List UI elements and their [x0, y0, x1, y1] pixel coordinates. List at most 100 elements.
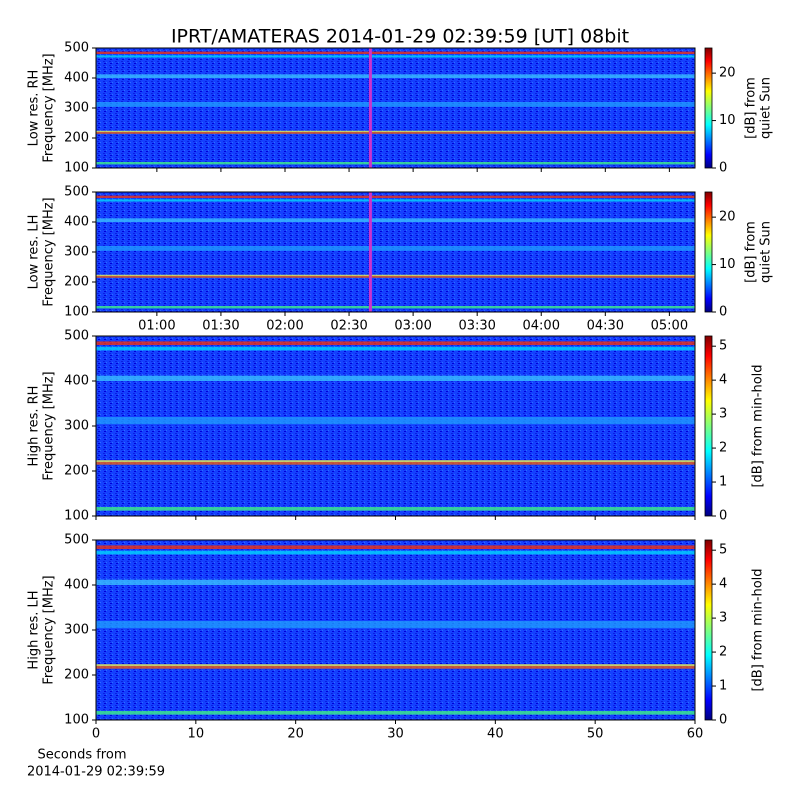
- colorbar-label: quiet Sun: [759, 221, 774, 283]
- colorbar-tick-label: 0: [719, 161, 727, 176]
- chart-title: IPRT/AMATERAS 2014-01-29 02:39:59 [UT] 0…: [171, 26, 629, 48]
- colorbar-tick-label: 2: [719, 645, 727, 660]
- y-tick-label: 400: [64, 578, 89, 593]
- texture-band: [96, 550, 695, 555]
- texture-band: [96, 579, 695, 585]
- y-tick-label: 200: [64, 464, 89, 479]
- colorbar-label: [dB] from min-hold: [751, 364, 766, 487]
- y-axis-label: Low res. LH: [27, 215, 42, 290]
- colorbar: [704, 335, 713, 517]
- texture-band: [96, 274, 695, 276]
- colorbar-label: quiet Sun: [759, 77, 774, 139]
- colorbar-label: [dB] from min-hold: [751, 568, 766, 691]
- texture-band: [96, 132, 695, 134]
- y-tick-label: 500: [64, 41, 89, 56]
- y-tick-label: 300: [64, 245, 89, 260]
- texture-band: [96, 666, 695, 669]
- y-axis-label: High res. RH: [27, 386, 42, 467]
- texture-band: [96, 341, 695, 345]
- spectrogram: [96, 336, 695, 516]
- colorbar-tick-label: 0: [719, 305, 727, 320]
- y-tick-label: 500: [64, 185, 89, 200]
- texture-band: [96, 306, 695, 309]
- texture-band: [96, 246, 695, 251]
- spectrogram: [96, 192, 695, 312]
- texture-band: [96, 130, 695, 132]
- texture-band: [96, 621, 695, 629]
- y-tick-label: 500: [64, 329, 89, 344]
- y-tick-label: 100: [64, 161, 89, 176]
- y-tick-label: 200: [64, 668, 89, 683]
- colorbar-tick-label: 3: [719, 611, 727, 626]
- x-tick-label: 02:30: [330, 319, 367, 334]
- colorbar-tick-label: 2: [719, 441, 727, 456]
- colorbar-label: [dB] from: [744, 77, 759, 139]
- x-tick-label: 04:00: [523, 319, 560, 334]
- x-tick-label: 30: [387, 727, 404, 742]
- y-axis-label: Frequency [MHz]: [42, 371, 57, 480]
- texture-band: [96, 102, 695, 107]
- y-tick-label: 200: [64, 131, 89, 146]
- x-tick-label: 04:30: [587, 319, 624, 334]
- x-tick-label: 50: [587, 727, 604, 742]
- colorbar-tick-label: 4: [719, 577, 727, 592]
- x-tick-label: 02:00: [266, 319, 303, 334]
- texture-band: [96, 460, 695, 462]
- y-axis-label: Low res. RH: [27, 70, 42, 147]
- colorbar-tick-label: 10: [719, 113, 736, 128]
- texture-band: [96, 162, 695, 165]
- colorbar-tick-label: 10: [719, 257, 736, 272]
- spectrogram: [96, 540, 695, 720]
- texture-band: [96, 507, 695, 511]
- x-tick-label: 60: [687, 727, 704, 742]
- texture-band: [96, 545, 695, 549]
- x-tick-label: 20: [287, 727, 304, 742]
- colorbar-tick-label: 20: [719, 66, 736, 81]
- y-tick-label: 100: [64, 509, 89, 524]
- texture-band: [96, 55, 695, 58]
- x-tick-label: 40: [487, 727, 504, 742]
- colorbar-tick-label: 0: [719, 713, 727, 728]
- colorbar: [704, 47, 713, 169]
- colorbar-tick-label: 3: [719, 407, 727, 422]
- colorbar-tick-label: 4: [719, 373, 727, 388]
- texture-band: [96, 51, 695, 54]
- texture-band: [96, 195, 695, 198]
- x-tick-label: 03:00: [394, 319, 431, 334]
- colorbar-tick-label: 5: [719, 339, 727, 354]
- y-tick-label: 400: [64, 215, 89, 230]
- texture-band: [96, 199, 695, 202]
- colorbar-tick-label: 0: [719, 509, 727, 524]
- texture-band: [96, 462, 695, 465]
- x-tick-label: 10: [188, 727, 205, 742]
- y-axis-label: Frequency [MHz]: [42, 53, 57, 162]
- spectrogram: [96, 48, 695, 168]
- texture-band: [96, 375, 695, 381]
- y-tick-label: 500: [64, 533, 89, 548]
- y-tick-label: 100: [64, 713, 89, 728]
- texture-band: [96, 417, 695, 425]
- y-tick-label: 300: [64, 101, 89, 116]
- y-tick-label: 300: [64, 623, 89, 638]
- y-tick-label: 400: [64, 71, 89, 86]
- colorbar-label: [dB] from: [744, 221, 759, 283]
- x-tick-label: 01:00: [138, 319, 175, 334]
- x-tick-label: 05:00: [651, 319, 688, 334]
- y-tick-label: 300: [64, 419, 89, 434]
- texture-band: [96, 664, 695, 666]
- texture-band: [96, 711, 695, 715]
- y-axis-label: Frequency [MHz]: [42, 575, 57, 684]
- colorbar-tick-label: 1: [719, 679, 727, 694]
- colorbar-tick-label: 5: [719, 543, 727, 558]
- texture-band: [96, 74, 695, 78]
- texture-band: [96, 276, 695, 278]
- y-tick-label: 400: [64, 374, 89, 389]
- colorbar-tick-label: 1: [719, 475, 727, 490]
- y-axis-label: Frequency [MHz]: [42, 197, 57, 306]
- texture-band: [96, 346, 695, 351]
- x-axis-label: 2014-01-29 02:39:59: [27, 765, 165, 780]
- y-tick-label: 100: [64, 305, 89, 320]
- x-axis-label: Seconds from: [37, 748, 126, 763]
- y-axis-label: High res. LH: [27, 590, 42, 669]
